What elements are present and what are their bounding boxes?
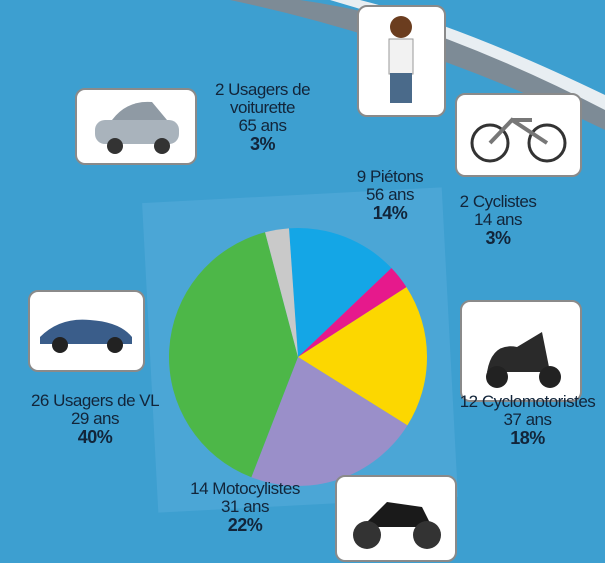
age-label: 56 ans [365,185,415,204]
age-label: 65 ans [238,116,287,135]
age-label: 29 ans [70,409,120,428]
pie-slice [289,228,392,357]
pie-slice [265,228,298,357]
sports-car-image [28,290,145,372]
category-label: 14 Motocylistes [190,479,300,498]
slice-label: 9 Piétons 56 ans 14% [335,167,445,223]
slice-label: 12 Cyclomotoristes 37 ans 18% [450,392,605,448]
percent-label: 3% [485,228,511,248]
slice-label: 14 Motocylistes 31 ans 22% [160,479,330,535]
pedestrian-image [357,5,446,117]
percent-label: 3% [249,134,276,154]
slice-label: 2 Cyclistes 14 ans 3% [448,192,548,248]
slice-label: 26 Usagers de VL 29 ans 40% [0,391,190,447]
pie-slice [251,357,408,486]
percent-label: 18% [510,428,545,448]
motorcycle-image [335,475,457,562]
percent-label: 40% [77,427,113,447]
pie-slice [298,287,427,426]
car-image [75,88,197,165]
percent-label: 22% [227,515,263,535]
pie [169,228,427,486]
pie-slice [298,268,407,357]
category-label: 12 Cyclomotoristes [459,392,596,411]
category-label: 26 Usagers de VL [30,391,160,410]
age-label: 31 ans [220,497,270,516]
category-label: 9 Piétons [356,167,424,186]
age-label: 14 ans [473,210,523,229]
category-label: 2 Cyclistes [459,192,537,211]
category-label: 2 Usagers de voiturette [214,80,311,117]
percent-label: 14% [372,203,408,223]
age-label: 37 ans [503,410,552,429]
pie-slice [169,232,298,478]
scooter-image [460,300,582,402]
slice-label: 2 Usagers de voiturette 65 ans 3% [205,80,320,154]
bicycle-image [455,93,582,177]
